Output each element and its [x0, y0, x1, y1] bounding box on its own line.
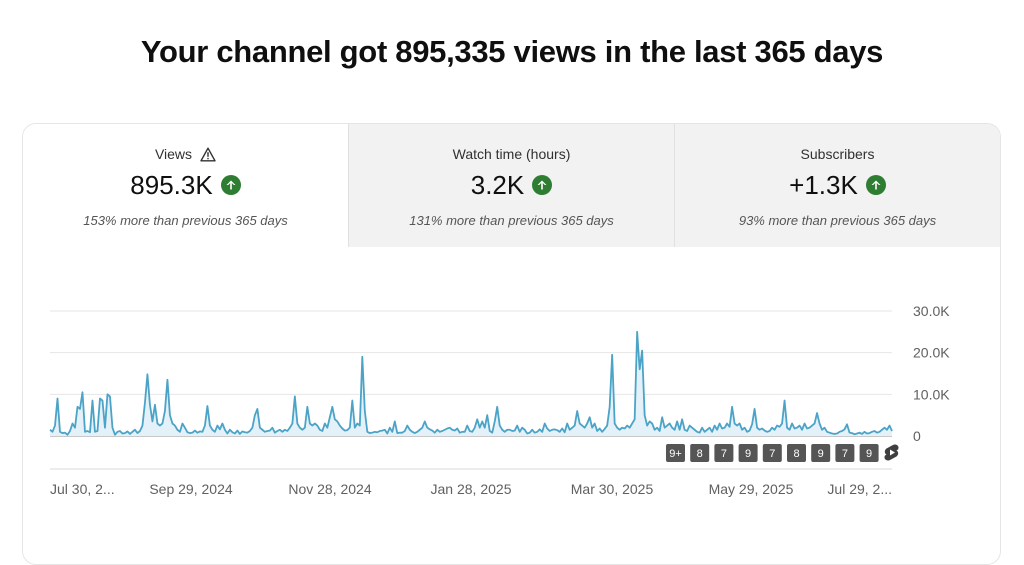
- x-tick-label: Nov 28, 2024: [288, 481, 371, 497]
- upload-marker-label: 9: [745, 448, 751, 460]
- upload-marker: [835, 444, 855, 462]
- arrow-up-icon: [532, 175, 553, 195]
- upload-marker-label: 9: [818, 448, 824, 460]
- tab-views[interactable]: Views 895.3K 153% more than previous 365…: [23, 124, 348, 247]
- warning-icon[interactable]: [200, 147, 216, 162]
- tab-subscribers[interactable]: Subscribers +1.3K 93% more than previous…: [674, 124, 1000, 247]
- upload-marker: [666, 444, 685, 462]
- x-tick-label: Mar 30, 2025: [571, 481, 654, 497]
- tab-comparison: 153% more than previous 365 days: [83, 213, 288, 228]
- tab-value-text: 3.2K: [470, 169, 525, 200]
- tab-value: +1.3K: [675, 169, 1000, 201]
- tab-label: Views: [23, 145, 348, 163]
- upload-marker-label: 8: [697, 448, 703, 460]
- tab-comparison: 93% more than previous 365 days: [738, 213, 937, 228]
- upload-marker-label: 7: [721, 448, 727, 460]
- upload-marker: [690, 444, 710, 462]
- upload-marker: [811, 444, 831, 462]
- y-tick-label: 30.0K: [913, 303, 950, 319]
- metric-tabs: Views 895.3K 153% more than previous 365…: [23, 124, 1000, 247]
- tab-watch-time[interactable]: Watch time (hours) 3.2K 131% more than p…: [348, 124, 674, 247]
- series-area: [50, 331, 892, 436]
- tab-value-text: +1.3K: [789, 169, 858, 200]
- x-tick-label: Sep 29, 2024: [149, 481, 233, 497]
- series-line: [49, 330, 893, 436]
- tab-value: 895.3K: [23, 169, 348, 201]
- tab-label-text: Subscribers: [800, 146, 875, 162]
- analytics-card: Views 895.3K 153% more than previous 365…: [22, 123, 1001, 565]
- upload-marker: [762, 444, 782, 462]
- y-tick-label: 0: [913, 428, 921, 444]
- upload-marker: [738, 444, 758, 462]
- upload-marker: [859, 444, 879, 462]
- tab-label: Watch time (hours): [349, 145, 674, 163]
- upload-marker: [787, 444, 806, 462]
- x-tick-label: May 29, 2025: [709, 481, 794, 497]
- views-chart[interactable]: 30.0K 20.0K 10.0K 0 9+ 8 7 9 7 8 9 7 9 Jul 30, 2... Se…: [23, 247, 1000, 547]
- upload-marker: [714, 444, 734, 462]
- tab-label: Subscribers: [675, 145, 1000, 163]
- tab-value-text: 895.3K: [130, 169, 213, 200]
- page-title: Your channel got 895,335 views in the la…: [140, 34, 884, 69]
- upload-marker-label: 7: [842, 448, 848, 460]
- x-tick-label: Jan 28, 2025: [431, 481, 512, 497]
- y-tick-label: 20.0K: [913, 345, 950, 361]
- arrow-up-icon: [865, 175, 886, 195]
- upload-marker-label: 9+: [669, 448, 682, 460]
- upload-marker-label: 8: [793, 448, 799, 460]
- x-tick-label: Jul 29, 2...: [827, 481, 892, 497]
- y-tick-label: 10.0K: [913, 386, 950, 402]
- tab-label-text: Watch time (hours): [452, 146, 571, 162]
- arrow-up-icon: [220, 175, 241, 195]
- tab-value: 3.2K: [349, 169, 674, 201]
- upload-marker-label: 9: [866, 448, 872, 460]
- shorts-icon: [884, 444, 899, 461]
- tab-comparison: 131% more than previous 365 days: [409, 213, 614, 228]
- x-tick-label: Jul 30, 2...: [50, 481, 115, 497]
- tab-label-text: Views: [154, 146, 193, 162]
- upload-marker-label: 7: [769, 448, 775, 460]
